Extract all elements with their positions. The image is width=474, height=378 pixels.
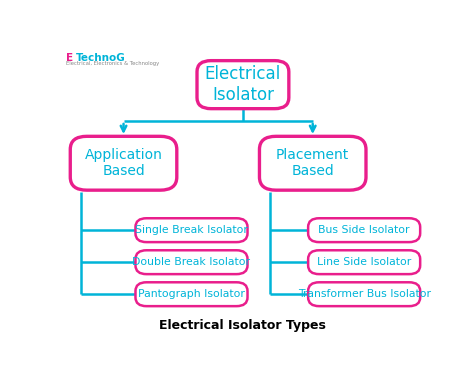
FancyBboxPatch shape [136,282,247,306]
Text: Line Side Isolator: Line Side Isolator [317,257,411,267]
FancyBboxPatch shape [259,136,366,190]
FancyBboxPatch shape [136,218,247,242]
FancyBboxPatch shape [136,250,247,274]
Text: Single Break Isolator: Single Break Isolator [135,225,248,235]
Text: Double Break Isolator: Double Break Isolator [133,257,250,267]
FancyBboxPatch shape [308,250,420,274]
Text: Electrical, Electronics & Technology: Electrical, Electronics & Technology [66,61,159,67]
FancyBboxPatch shape [70,136,177,190]
Text: Electrical
Isolator: Electrical Isolator [205,65,281,104]
FancyBboxPatch shape [308,218,420,242]
Text: Transformer Bus Isolator: Transformer Bus Isolator [298,289,431,299]
Text: Electrical Isolator Types: Electrical Isolator Types [159,319,327,332]
FancyBboxPatch shape [197,60,289,108]
Text: Pantograph Isolator: Pantograph Isolator [138,289,245,299]
Text: E: E [66,53,73,63]
Text: Application
Based: Application Based [84,148,163,178]
Text: Placement
Based: Placement Based [276,148,349,178]
FancyBboxPatch shape [308,282,420,306]
Text: TechnoG: TechnoG [76,53,126,63]
Text: Bus Side Isolator: Bus Side Isolator [319,225,410,235]
